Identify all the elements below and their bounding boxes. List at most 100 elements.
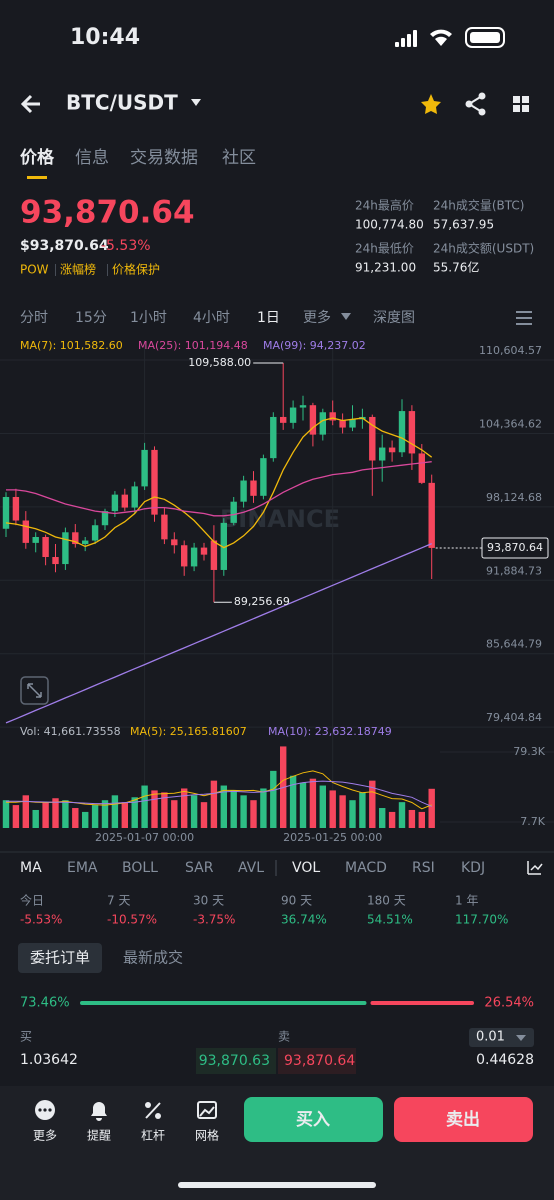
volume-bar xyxy=(349,800,356,828)
indicator-tab[interactable]: AVL xyxy=(238,860,264,876)
candle-body xyxy=(111,494,119,512)
volume-bar xyxy=(398,802,406,828)
x-tick-label: 2025-01-07 00:00 xyxy=(95,831,194,844)
ma-line xyxy=(5,417,433,549)
interval-icons[interactable] xyxy=(341,311,532,325)
candle-body xyxy=(190,547,198,567)
last-price-label: 93,870.64 xyxy=(487,541,543,554)
buy-button[interactable] xyxy=(244,1097,383,1142)
nav-label[interactable]: 更多 xyxy=(33,1129,57,1143)
candle-body xyxy=(141,449,148,487)
indicator-tab[interactable]: MACD xyxy=(345,860,387,876)
perf-period: 180 天 xyxy=(367,894,406,908)
nav-label[interactable]: 网格 xyxy=(195,1128,219,1143)
volume-bar xyxy=(91,805,99,828)
candle-body xyxy=(260,458,267,496)
nav-label[interactable]: 杠杆 xyxy=(141,1128,165,1143)
indicator-tab[interactable]: MA xyxy=(20,860,42,876)
precision-box[interactable] xyxy=(469,1028,534,1047)
indicator-tab[interactable]: SAR xyxy=(185,860,214,876)
tag[interactable]: 价格保护 xyxy=(112,262,160,277)
bid-depth xyxy=(196,1048,276,1074)
y-tick-label: 91,884.73 xyxy=(486,564,542,577)
candle-body xyxy=(181,545,188,567)
ob-header: 买 xyxy=(20,1030,32,1044)
volume-bar xyxy=(32,809,39,828)
tag[interactable]: 涨幅榜 xyxy=(60,262,96,277)
interval[interactable]: 分时 xyxy=(20,310,48,326)
volume-bar xyxy=(220,785,227,828)
interval[interactable]: 1小时 xyxy=(130,310,167,326)
watermark: BINANCE xyxy=(220,505,340,533)
ratio-label: 73.46% xyxy=(20,996,70,1011)
candle-body xyxy=(62,532,69,565)
ob-tab[interactable]: 委托订单 xyxy=(30,949,90,967)
header-icons[interactable] xyxy=(20,92,529,116)
bid-price: 93,870.63 xyxy=(199,1053,270,1069)
pair-title[interactable]: BTC/USDT xyxy=(66,91,178,115)
ma-legend: MA(99): 94,237.02 xyxy=(263,339,366,352)
nav-icons[interactable] xyxy=(35,1100,217,1121)
candle-body xyxy=(240,480,247,502)
volume-bar xyxy=(22,795,29,828)
perf-change: 117.70% xyxy=(455,913,508,927)
candle-body xyxy=(369,416,376,461)
volume-bar xyxy=(2,800,10,828)
volume-bar xyxy=(141,785,148,828)
candle-body xyxy=(171,539,178,546)
stat-label: 24h最低价 xyxy=(355,242,414,256)
candle-body xyxy=(131,486,138,508)
vol-ma-line xyxy=(6,780,432,807)
interval[interactable]: 更多 xyxy=(303,309,331,326)
candle-body xyxy=(220,522,227,570)
nav-label[interactable]: 提醒 xyxy=(87,1128,111,1143)
interval[interactable]: 4小时 xyxy=(193,310,230,326)
candle-body xyxy=(270,416,277,459)
indicator-tab[interactable]: VOL xyxy=(292,860,320,876)
candle-body xyxy=(91,525,99,541)
candle-body xyxy=(32,537,39,543)
sell-button[interactable] xyxy=(394,1097,533,1142)
volume-bar xyxy=(428,788,435,828)
interval[interactable]: 15分 xyxy=(75,310,107,326)
interval[interactable]: 深度图 xyxy=(373,310,415,326)
annotation: 109,588.00 xyxy=(188,356,251,369)
chart-settings-icon[interactable] xyxy=(527,861,543,875)
indicator-tab[interactable]: BOLL xyxy=(122,860,158,876)
tab[interactable]: 社区 xyxy=(222,148,256,168)
precision[interactable]: 0.01 xyxy=(476,1030,505,1045)
ob-tab[interactable]: 最新成交 xyxy=(123,949,183,967)
usd-price: $93,870.64 xyxy=(20,238,109,254)
status-time: 10:44 xyxy=(70,25,140,50)
candle-body xyxy=(42,537,49,558)
candle-body xyxy=(309,405,317,435)
candle-body xyxy=(161,514,168,540)
stat-value: 100,774.80 xyxy=(355,218,424,232)
perf-period: 30 天 xyxy=(193,894,224,908)
sell-label[interactable]: 卖出 xyxy=(446,1109,480,1130)
volume-bar xyxy=(299,782,307,828)
stat-value: 91,231.00 xyxy=(355,261,416,275)
interval[interactable]: 1日 xyxy=(257,310,280,326)
volume-bar xyxy=(230,790,237,828)
volume-bar xyxy=(181,788,188,828)
ma-legend: MA(7): 101,582.60 xyxy=(20,339,123,352)
tab[interactable]: 价格 xyxy=(20,147,55,168)
indicator-tab[interactable]: EMA xyxy=(67,860,98,876)
ask-price: 93,870.64 xyxy=(284,1053,355,1069)
x-tick-label: 2025-01-25 00:00 xyxy=(283,831,382,844)
candle-body xyxy=(151,449,158,515)
last-price-tag xyxy=(481,537,549,559)
tab[interactable]: 信息 xyxy=(75,148,109,168)
buy-label[interactable]: 买入 xyxy=(296,1110,330,1130)
indicator-tab[interactable]: KDJ xyxy=(461,860,485,876)
y-tick-label: 79,404.84 xyxy=(486,711,542,724)
tab[interactable]: 交易数据 xyxy=(130,148,198,168)
volume-bar xyxy=(151,790,158,828)
indicator-tab[interactable]: RSI xyxy=(412,860,435,876)
perf-change: 36.74% xyxy=(281,913,327,927)
tag[interactable]: POW xyxy=(20,263,49,277)
candle-body xyxy=(319,412,326,435)
expand-button[interactable] xyxy=(20,676,49,705)
